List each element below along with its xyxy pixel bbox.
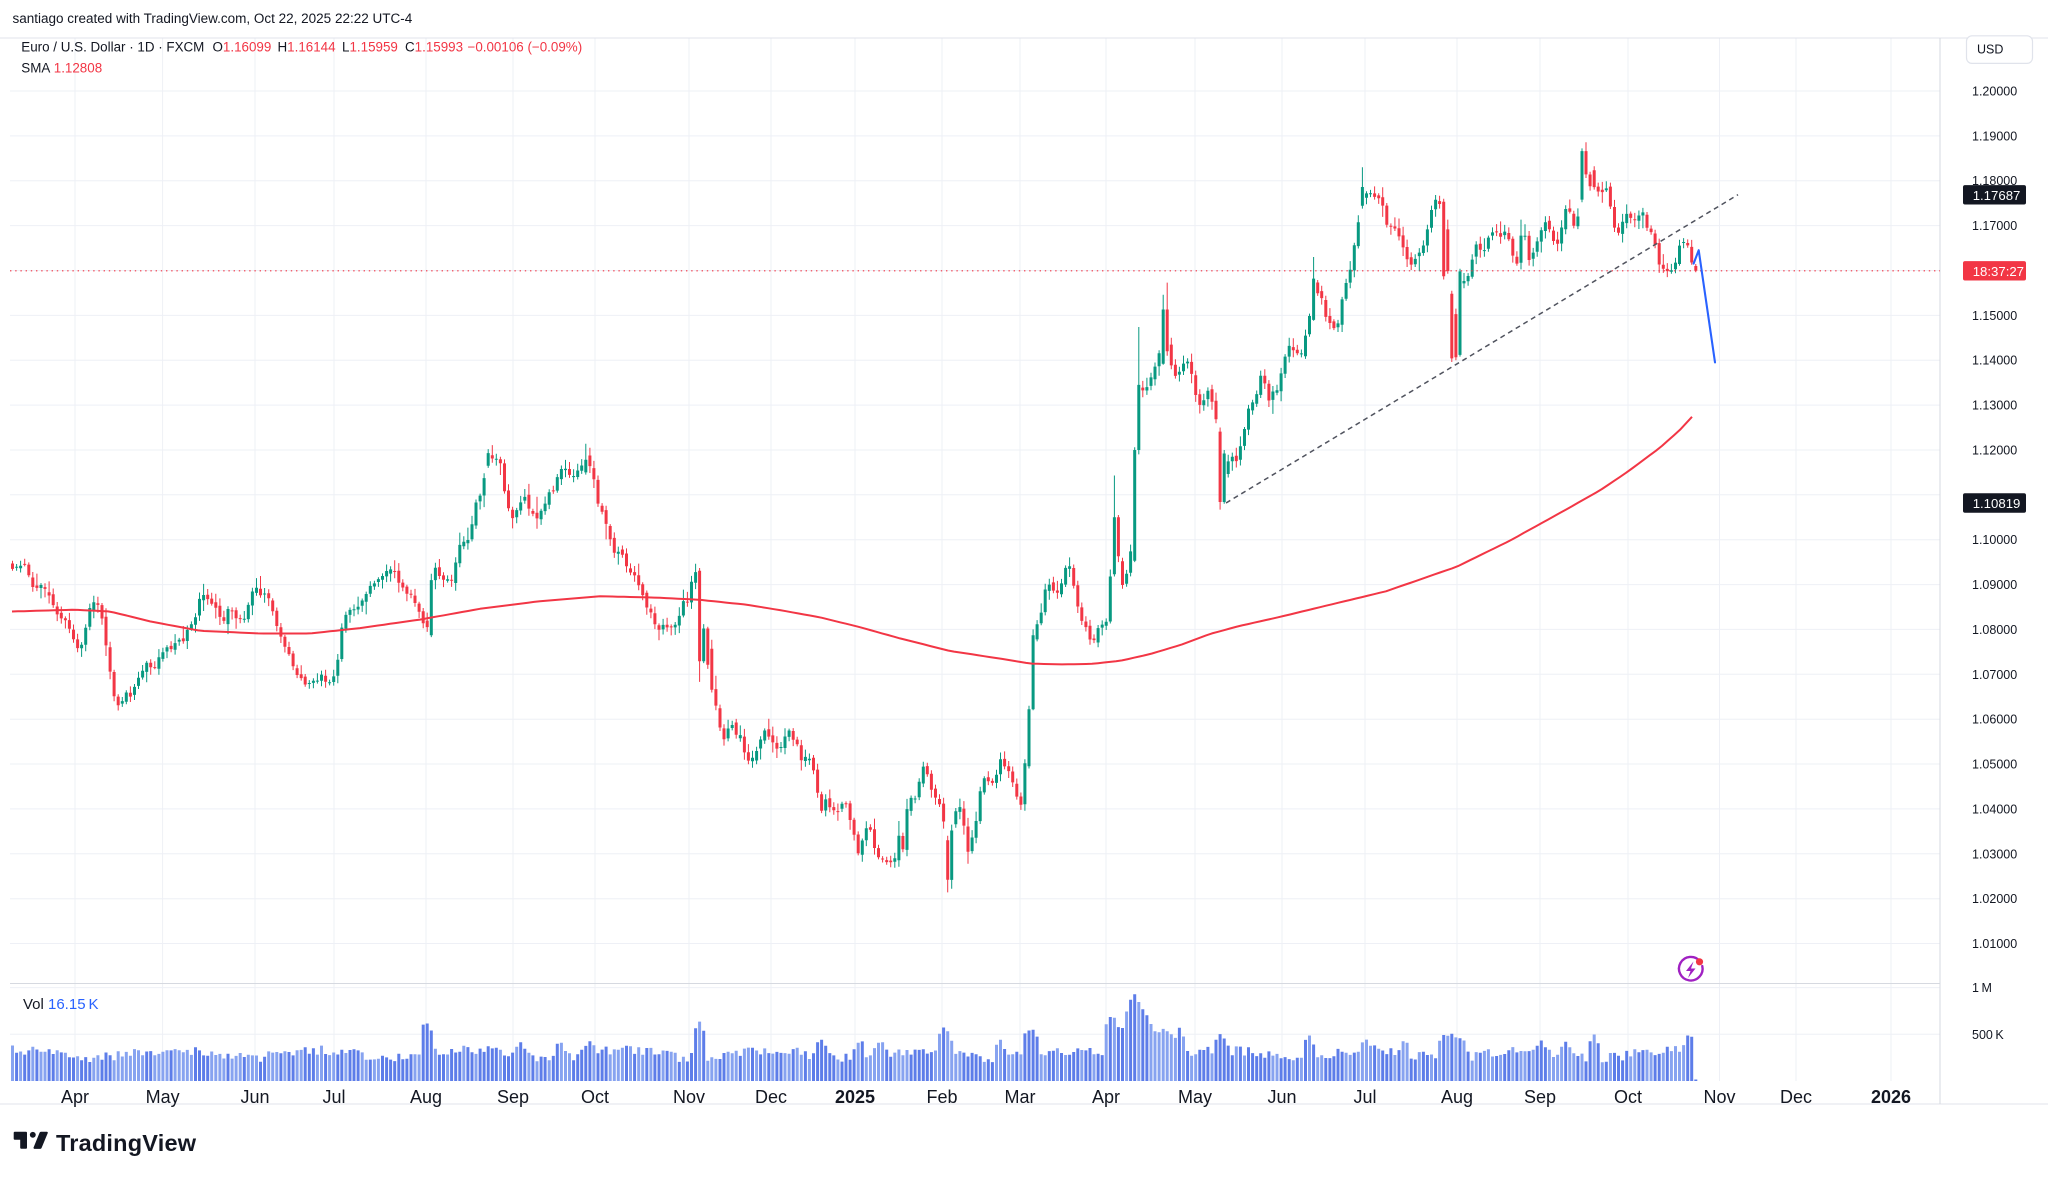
- svg-text:1.04000: 1.04000: [1972, 802, 2017, 816]
- svg-text:O1.16099: O1.16099: [213, 39, 272, 54]
- svg-text:C1.15993: C1.15993: [405, 39, 463, 54]
- svg-text:1.18000: 1.18000: [1972, 174, 2017, 188]
- svg-text:1.01000: 1.01000: [1972, 937, 2017, 951]
- svg-text:Feb: Feb: [926, 1087, 957, 1107]
- svg-text:1.08000: 1.08000: [1972, 623, 2017, 637]
- svg-text:Sep: Sep: [1524, 1087, 1556, 1107]
- svg-text:16.15 K: 16.15 K: [48, 996, 99, 1013]
- svg-text:1.17687: 1.17687: [1973, 188, 2021, 203]
- svg-text:1.02000: 1.02000: [1972, 892, 2017, 906]
- svg-text:Oct: Oct: [581, 1087, 609, 1107]
- svg-text:1.10819: 1.10819: [1973, 496, 2021, 511]
- svg-text:1.10000: 1.10000: [1972, 533, 2017, 547]
- svg-text:500 K: 500 K: [1972, 1028, 2004, 1042]
- svg-text:1.05000: 1.05000: [1972, 758, 2017, 772]
- svg-text:Mar: Mar: [1005, 1087, 1036, 1107]
- svg-text:H1.16144: H1.16144: [278, 39, 337, 54]
- svg-text:1.19000: 1.19000: [1972, 129, 2017, 143]
- svg-text:Vol: Vol: [23, 996, 44, 1013]
- svg-text:Nov: Nov: [1703, 1087, 1735, 1107]
- svg-text:1.09000: 1.09000: [1972, 578, 2017, 592]
- svg-text:1.14000: 1.14000: [1972, 354, 2017, 368]
- svg-text:1 M: 1 M: [1972, 981, 1992, 995]
- svg-text:Jun: Jun: [1267, 1087, 1296, 1107]
- svg-text:1.15000: 1.15000: [1972, 309, 2017, 323]
- svg-text:TradingView: TradingView: [56, 1130, 197, 1156]
- svg-text:Jun: Jun: [240, 1087, 269, 1107]
- svg-text:Euro / U.S. Dollar · 1D · FXCM: Euro / U.S. Dollar · 1D · FXCM: [21, 39, 204, 54]
- svg-text:Dec: Dec: [755, 1087, 787, 1107]
- svg-text:1.12808: 1.12808: [54, 61, 102, 76]
- svg-text:Nov: Nov: [673, 1087, 705, 1107]
- svg-text:Aug: Aug: [410, 1087, 442, 1107]
- svg-text:2025: 2025: [835, 1087, 875, 1107]
- svg-text:1.06000: 1.06000: [1972, 713, 2017, 727]
- svg-text:1.12000: 1.12000: [1972, 444, 2017, 458]
- svg-text:L1.15959: L1.15959: [342, 39, 398, 54]
- svg-text:Aug: Aug: [1441, 1087, 1473, 1107]
- svg-text:May: May: [146, 1087, 180, 1107]
- svg-text:SMA: SMA: [21, 61, 50, 76]
- svg-text:santiago created with TradingV: santiago created with TradingView.com, O…: [13, 11, 413, 26]
- svg-text:1.07000: 1.07000: [1972, 668, 2017, 682]
- svg-text:1.20000: 1.20000: [1972, 85, 2017, 99]
- svg-text:Jul: Jul: [322, 1087, 345, 1107]
- svg-text:May: May: [1178, 1087, 1212, 1107]
- svg-text:−0.00106 (−0.09%): −0.00106 (−0.09%): [468, 39, 583, 54]
- svg-text:USD: USD: [1977, 43, 2003, 57]
- svg-text:Dec: Dec: [1780, 1087, 1812, 1107]
- svg-text:2026: 2026: [1871, 1087, 1911, 1107]
- svg-text:Oct: Oct: [1614, 1087, 1642, 1107]
- svg-text:Apr: Apr: [61, 1087, 89, 1107]
- svg-text:Sep: Sep: [497, 1087, 529, 1107]
- svg-text:1.17000: 1.17000: [1972, 219, 2017, 233]
- svg-text:Jul: Jul: [1353, 1087, 1376, 1107]
- svg-text:18:37:27: 18:37:27: [1973, 264, 2024, 279]
- svg-text:Apr: Apr: [1092, 1087, 1120, 1107]
- svg-text:1.13000: 1.13000: [1972, 399, 2017, 413]
- svg-text:1.03000: 1.03000: [1972, 847, 2017, 861]
